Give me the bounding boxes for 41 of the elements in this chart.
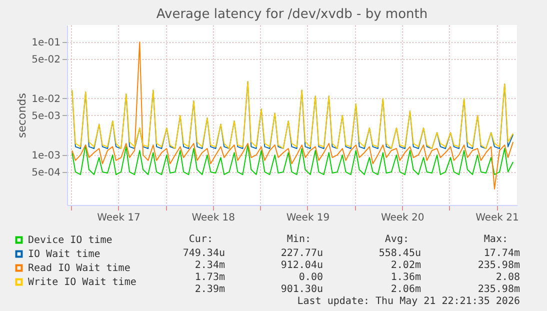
line-series <box>72 144 514 176</box>
text: 1.36m <box>390 272 421 283</box>
line-series <box>72 42 514 190</box>
text: 235.98m <box>478 260 520 271</box>
line-series <box>72 80 514 150</box>
x-tick-label: Week 21 <box>476 212 519 224</box>
text: 0.00 <box>298 272 323 283</box>
y-tick-label: 5e-02 <box>32 54 60 66</box>
y-tick-label: 1e-01 <box>32 38 60 48</box>
legend-label: Device IO time <box>28 235 112 246</box>
x-tick-label: Week 20 <box>380 212 424 224</box>
text: 17.74m <box>484 248 520 259</box>
y-tick-label: 5e-03 <box>32 110 60 122</box>
text: 2.39m <box>194 284 225 295</box>
x-tick-label: Week 18 <box>192 212 236 224</box>
text: 227.77u <box>280 248 323 259</box>
x-tick-label: Week 19 <box>286 212 330 224</box>
text: 2.02m <box>390 260 421 271</box>
text: 901.30u <box>280 284 323 295</box>
text: 1.73m <box>194 272 225 283</box>
text: 749.34u <box>182 248 225 259</box>
text: 2.34m <box>194 260 225 271</box>
text: Last update: Thu May 21 22:21:35 2026 <box>297 296 520 307</box>
legend-label: Write IO Wait time <box>28 277 136 288</box>
text: 912.04u <box>280 260 323 271</box>
y-tick-label: 1e-03 <box>32 150 60 162</box>
text: 2.06m <box>390 284 421 295</box>
x-tick-label: Week 17 <box>97 212 140 224</box>
legend-label: IO Wait time <box>28 249 100 260</box>
legend-label: Read IO Wait time <box>28 263 130 274</box>
text: Cur: <box>188 234 213 245</box>
text: 235.98m <box>478 284 520 295</box>
text: Max: <box>484 234 508 245</box>
text: Avg: <box>384 234 409 245</box>
text: 2.08 <box>496 272 520 283</box>
y-tick-label: 1e-02 <box>32 94 60 105</box>
chart-title: Average latency for /dev/xvdb - by month <box>156 7 428 22</box>
text: 558.45u <box>378 248 421 259</box>
y-tick-label: 5e-04 <box>32 167 60 178</box>
text: Min: <box>286 234 311 245</box>
y-axis-title: seconds <box>16 92 29 138</box>
